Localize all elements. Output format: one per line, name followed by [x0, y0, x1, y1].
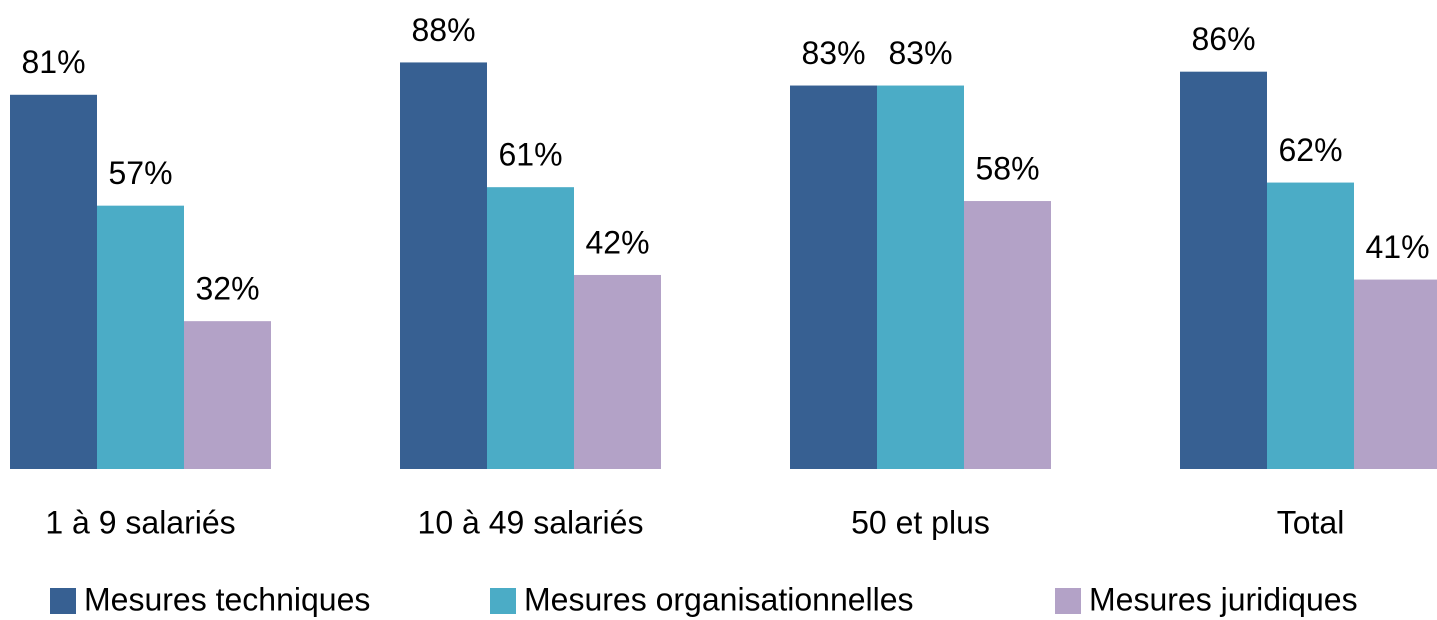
x-tick-label: 50 et plus [851, 504, 990, 540]
data-label: 42% [585, 224, 649, 260]
bar [97, 205, 184, 469]
data-label: 83% [888, 35, 952, 71]
x-tick-label: 1 à 9 salariés [45, 504, 235, 540]
bar [964, 201, 1051, 470]
legend-swatch [490, 588, 516, 614]
bar [1354, 279, 1437, 469]
legend-label: Mesures organisationnelles [524, 581, 914, 617]
legend-label: Mesures juridiques [1089, 581, 1358, 617]
bar [574, 274, 661, 469]
bar [790, 85, 877, 469]
bar [10, 94, 97, 469]
bar [400, 62, 487, 469]
legend-swatch [50, 588, 76, 614]
legend-label: Mesures techniques [84, 581, 370, 617]
data-label: 62% [1278, 132, 1342, 168]
data-label: 81% [21, 44, 85, 80]
data-label: 86% [1191, 21, 1255, 57]
data-label: 41% [1365, 229, 1429, 265]
bar [487, 187, 574, 469]
data-label: 58% [975, 150, 1039, 186]
legend-swatch [1055, 588, 1081, 614]
bar [877, 85, 964, 469]
x-tick-label: Total [1277, 504, 1345, 540]
data-label: 61% [498, 137, 562, 173]
bar [184, 321, 271, 469]
bar [1267, 182, 1354, 469]
data-label: 32% [195, 271, 259, 307]
data-label: 57% [108, 155, 172, 191]
x-tick-label: 10 à 49 salariés [418, 504, 644, 540]
bar [1180, 71, 1267, 470]
data-label: 83% [801, 35, 865, 71]
data-label: 88% [411, 12, 475, 48]
